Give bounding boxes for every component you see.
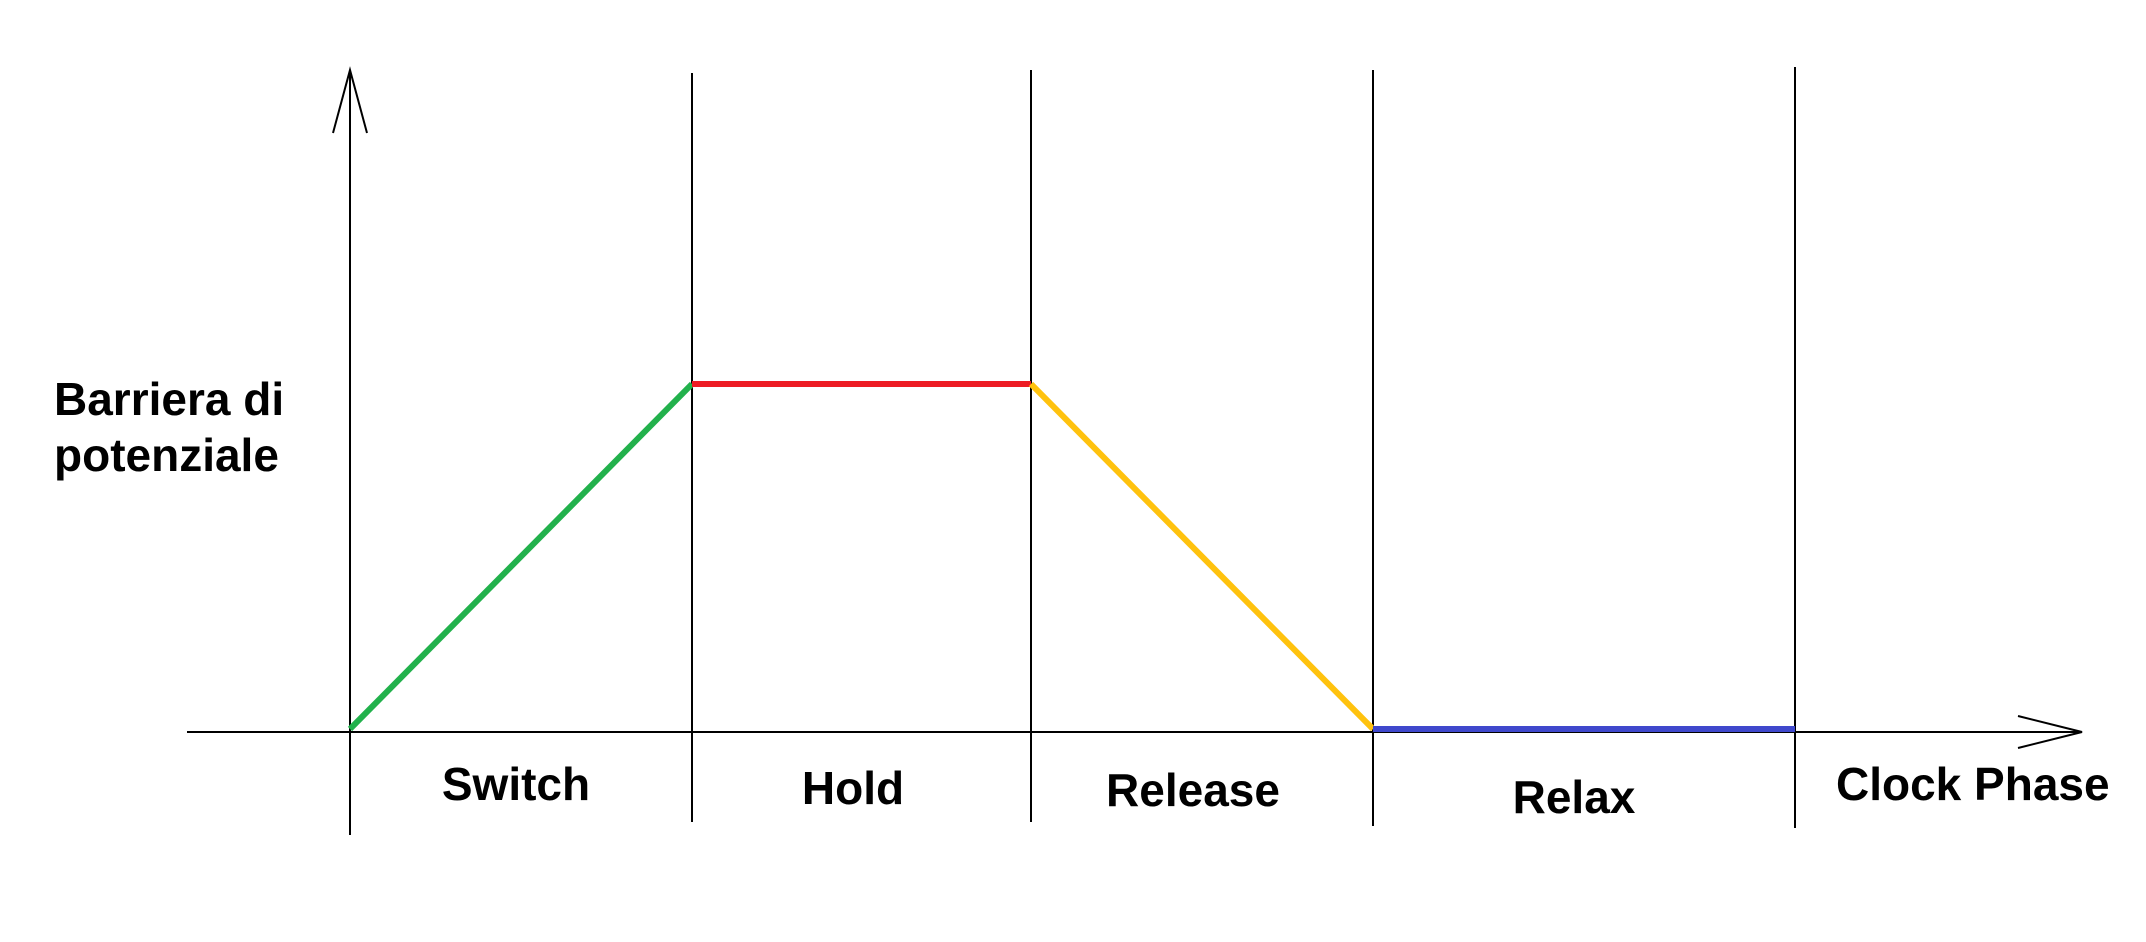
segment-release [1028,381,1376,732]
phase-label-relax: Relax [1513,771,1636,823]
y-axis-arrowhead [332,66,368,134]
phase-label-switch: Switch [442,758,590,810]
phase-label-hold: Hold [802,762,904,814]
x-axis-label: Clock Phase [1836,758,2110,810]
y-axis-label-line-2: potenziale [54,429,279,481]
segment-switch [347,381,695,732]
y-axis-label-line-1: Barriera di [54,373,284,425]
x-axis-arrowhead [2017,715,2083,749]
y-axis-label: Barriera di potenziale [54,373,297,481]
phase-label-release: Release [1106,764,1280,816]
